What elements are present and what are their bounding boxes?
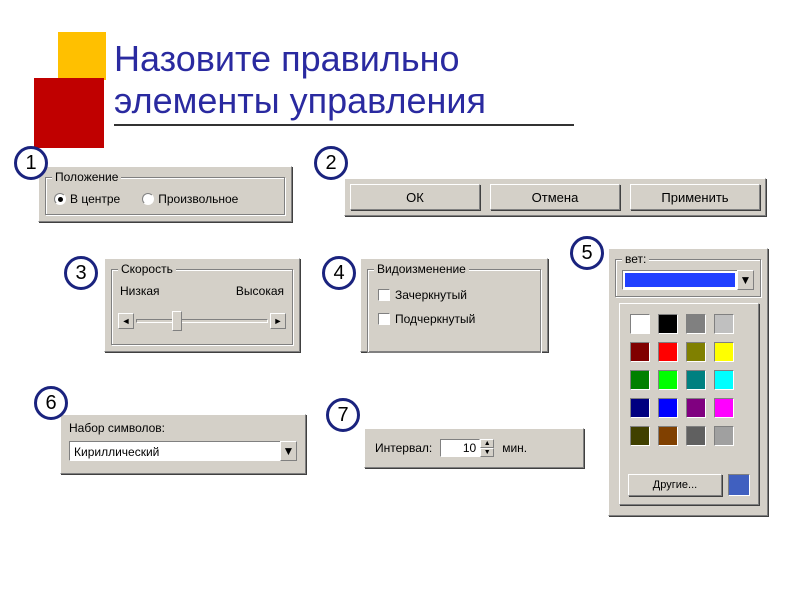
cancel-label: Отмена [532, 190, 579, 205]
group-speed: Скорость Низкая Высокая ◄ ► [111, 269, 293, 345]
badge-4: 4 [322, 256, 356, 290]
color-cell-16[interactable] [630, 426, 650, 446]
color-cell-9[interactable] [658, 370, 678, 390]
color-cell-0[interactable] [630, 314, 650, 334]
color-cell-15[interactable] [714, 398, 734, 418]
spin-up-icon[interactable]: ▲ [480, 439, 494, 448]
panel-position: Положение В центре Произвольное [38, 166, 292, 222]
slide-title-line1: Назовите правильно [114, 38, 460, 80]
color-cell-8[interactable] [630, 370, 650, 390]
other-colors-label: Другие... [653, 479, 697, 491]
panel-speed: Скорость Низкая Высокая ◄ ► [104, 258, 300, 352]
radio-custom[interactable]: Произвольное [142, 192, 238, 206]
badge-3: 3 [64, 256, 98, 290]
badge-2: 2 [314, 146, 348, 180]
color-cell-10[interactable] [686, 370, 706, 390]
badge-2-label: 2 [325, 152, 336, 175]
slider-left-arrow[interactable]: ◄ [118, 313, 134, 329]
color-cell-5[interactable] [658, 342, 678, 362]
charset-dropdown[interactable]: Кириллический ▼ [69, 441, 297, 461]
color-popup: Другие... [619, 303, 759, 505]
group-style: Видоизменение Зачеркнутый Подчеркнутый [367, 269, 541, 353]
checkbox-underline-label: Подчеркнутый [395, 312, 475, 326]
speed-high-label: Высокая [236, 284, 284, 298]
radio-custom-dot [142, 193, 154, 205]
speed-low-label: Низкая [120, 284, 160, 298]
color-cell-7[interactable] [714, 342, 734, 362]
cancel-button[interactable]: Отмена [490, 184, 620, 210]
badge-3-label: 3 [75, 262, 86, 285]
badge-7: 7 [326, 398, 360, 432]
color-cell-1[interactable] [658, 314, 678, 334]
badge-1: 1 [14, 146, 48, 180]
decor-yellow-square [58, 32, 106, 80]
panel-buttons: ОК Отмена Применить [344, 178, 766, 216]
ok-button[interactable]: ОК [350, 184, 480, 210]
group-color-label: вет: [622, 252, 649, 266]
checkbox-strike-box [378, 289, 390, 301]
charset-value: Кириллический [69, 441, 280, 461]
color-cell-18[interactable] [686, 426, 706, 446]
interval-label: Интервал: [375, 441, 432, 455]
badge-6-label: 6 [45, 392, 56, 415]
color-dropdown-arrow[interactable]: ▼ [737, 270, 754, 290]
color-cell-14[interactable] [686, 398, 706, 418]
apply-label: Применить [661, 190, 728, 205]
slider-right-arrow[interactable]: ► [270, 313, 286, 329]
slide-title-line2: элементы управления [114, 80, 486, 122]
radio-custom-label: Произвольное [158, 192, 238, 206]
badge-7-label: 7 [337, 404, 348, 427]
color-cell-2[interactable] [686, 314, 706, 334]
color-cell-17[interactable] [658, 426, 678, 446]
speed-slider[interactable]: ◄ ► [118, 310, 286, 332]
ok-label: ОК [406, 190, 424, 205]
group-speed-label: Скорость [118, 262, 176, 276]
group-style-label: Видоизменение [374, 262, 469, 276]
color-dropdown-field [622, 270, 737, 290]
group-color: вет: ▼ [615, 259, 761, 297]
checkbox-underline[interactable]: Подчеркнутый [378, 312, 475, 326]
title-underline [114, 124, 574, 126]
interval-value[interactable]: 10 [440, 439, 480, 457]
color-grid [630, 314, 738, 450]
panel-charset: Набор символов: Кириллический ▼ [60, 414, 306, 474]
decor-red-square [34, 78, 104, 148]
badge-6: 6 [34, 386, 68, 420]
other-colors-button[interactable]: Другие... [628, 474, 722, 496]
badge-1-label: 1 [25, 152, 36, 175]
interval-unit: мин. [502, 441, 527, 455]
radio-center-dot [54, 193, 66, 205]
color-cell-4[interactable] [630, 342, 650, 362]
panel-color: вет: ▼ Другие... [608, 248, 768, 516]
interval-spinner[interactable]: ▲ ▼ [480, 439, 494, 457]
color-dropdown[interactable]: ▼ [622, 270, 754, 290]
radio-center[interactable]: В центре [54, 192, 120, 206]
badge-5: 5 [570, 236, 604, 270]
group-position: Положение В центре Произвольное [45, 177, 285, 215]
apply-button[interactable]: Применить [630, 184, 760, 210]
color-cell-6[interactable] [686, 342, 706, 362]
current-color-swatch [728, 474, 750, 496]
color-cell-12[interactable] [630, 398, 650, 418]
badge-5-label: 5 [581, 242, 592, 265]
checkbox-strike[interactable]: Зачеркнутый [378, 288, 467, 302]
color-dropdown-preview [625, 273, 735, 287]
color-cell-19[interactable] [714, 426, 734, 446]
slider-thumb[interactable] [172, 311, 182, 331]
charset-label: Набор символов: [69, 421, 165, 435]
group-position-label: Положение [52, 170, 121, 184]
slider-track [136, 319, 268, 323]
color-cell-11[interactable] [714, 370, 734, 390]
color-cell-13[interactable] [658, 398, 678, 418]
badge-4-label: 4 [333, 262, 344, 285]
panel-style: Видоизменение Зачеркнутый Подчеркнутый [360, 258, 548, 352]
radio-center-label: В центре [70, 192, 120, 206]
panel-interval: Интервал: 10 ▲ ▼ мин. [364, 428, 584, 468]
spin-down-icon[interactable]: ▼ [480, 448, 494, 457]
charset-dropdown-arrow[interactable]: ▼ [280, 441, 297, 461]
color-cell-3[interactable] [714, 314, 734, 334]
checkbox-underline-box [378, 313, 390, 325]
checkbox-strike-label: Зачеркнутый [395, 288, 467, 302]
